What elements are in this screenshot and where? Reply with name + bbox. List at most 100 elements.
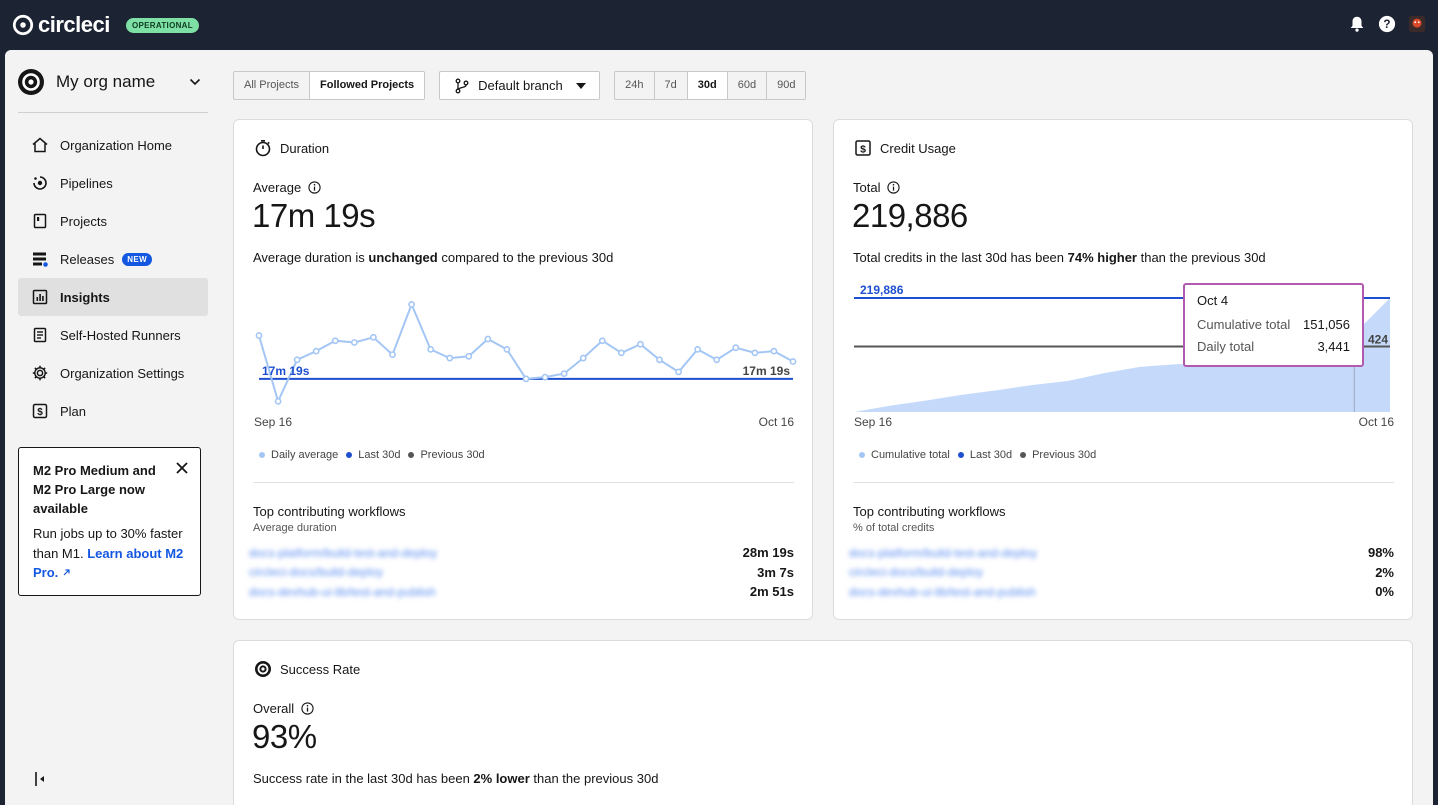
range-30d[interactable]: 30d (687, 72, 728, 99)
duration-card: Duration Average 17m 19s Average duratio… (233, 119, 813, 620)
sidebar-item-pipelines[interactable]: Pipelines (18, 164, 208, 202)
svg-text:$: $ (37, 407, 43, 418)
x-axis-end-label: Oct 16 (1359, 415, 1395, 429)
legend-item[interactable]: Previous 30d (1020, 449, 1096, 461)
promo-body: Run jobs up to 30% faster than M1. Learn… (33, 526, 184, 581)
range-filter: 24h 7d 30d 60d 90d (614, 71, 807, 100)
workflow-link[interactable]: circleci-docs/build-deploy (849, 565, 984, 580)
card-title: Duration (280, 140, 330, 156)
metric-label: Total (853, 180, 901, 195)
sidebar-item-label: Pipelines (60, 175, 113, 191)
workflow-link[interactable]: circleci-docs/build-deploy (249, 565, 384, 580)
last-30d-label: 17m 19s (262, 364, 310, 378)
filter-followed-projects[interactable]: Followed Projects (310, 72, 425, 99)
legend-item[interactable]: Last 30d (346, 449, 400, 461)
sidebar: My org name Organization Home Pipelines … (5, 50, 217, 805)
last-30d-label: 219,886 (860, 283, 904, 297)
daily-average-point (503, 346, 511, 353)
home-icon (32, 137, 48, 153)
collapse-sidebar-icon[interactable] (33, 770, 49, 788)
workflow-row: docs-devhub-ui-lib/test-and-publish 0% (849, 582, 1394, 602)
help-icon[interactable]: ? (1378, 15, 1396, 33)
chart-legend: Daily average Last 30d Previous 30d (259, 449, 485, 461)
daily-average-point (427, 346, 435, 353)
bell-icon[interactable] (1348, 15, 1366, 33)
daily-average-point (789, 358, 797, 365)
workflow-link[interactable]: docs-devhub-ui-lib/test-and-publish (249, 584, 436, 599)
workflow-value: 3m 7s (757, 564, 794, 580)
main-content: All Projects Followed Projects Default b… (217, 50, 1433, 805)
external-link-icon (63, 569, 70, 576)
range-90d[interactable]: 90d (777, 79, 796, 91)
sidebar-item-label: Insights (60, 289, 110, 305)
cumulative-total-area (854, 298, 1390, 412)
releases-icon (33, 252, 48, 267)
info-icon[interactable] (887, 181, 901, 194)
workflow-value: 28m 19s (742, 545, 794, 561)
daily-average-point (331, 337, 339, 345)
circleci-logo-icon (12, 14, 34, 36)
legend-item[interactable]: Daily average (259, 449, 338, 461)
circleci-logo[interactable]: circleci (12, 12, 110, 38)
range-60d[interactable]: 60d (728, 72, 768, 99)
daily-average-point (770, 347, 778, 355)
user-avatar[interactable] (1408, 15, 1426, 33)
sidebar-item-projects[interactable]: Projects (18, 202, 208, 240)
sidebar-item-insights[interactable]: Insights (18, 278, 208, 316)
card-divider (853, 482, 1394, 483)
daily-average-point (465, 352, 473, 360)
sidebar-item-organization-home[interactable]: Organization Home (18, 126, 208, 164)
branch-selector[interactable]: Default branch (439, 71, 601, 100)
daily-average-point (446, 354, 454, 362)
git-branch-icon (455, 78, 469, 93)
metric-value: 17m 19s (252, 197, 376, 234)
daily-average-point (255, 332, 263, 339)
workflow-value: 98% (1367, 545, 1394, 561)
close-icon[interactable] (174, 460, 190, 476)
org-switcher[interactable]: My org name (18, 67, 208, 97)
range-24h[interactable]: 24h (615, 72, 655, 99)
svg-text:?: ? (1383, 18, 1390, 31)
daily-average-point (637, 340, 644, 348)
daily-average-point (408, 300, 415, 308)
sidebar-item-releases[interactable]: Releases NEW (18, 240, 208, 278)
info-icon[interactable] (308, 181, 321, 194)
success-rate-icon (255, 661, 271, 677)
daily-average-point (522, 375, 530, 383)
workflow-link[interactable]: docs-platform/build-test-and-deploy (849, 545, 1038, 560)
workflow-row: circleci-docs/build-deploy 3m 7s (249, 563, 794, 583)
workflow-link[interactable]: docs-platform/build-test-and-deploy (249, 545, 438, 560)
range-7d[interactable]: 7d (655, 72, 688, 99)
status-badge[interactable]: OPERATIONAL (126, 18, 199, 33)
workflow-link[interactable]: docs-devhub-ui-lib/test-and-publish (849, 584, 1036, 599)
workflows-title: Top contributing workflows (253, 504, 406, 519)
projects-icon (33, 213, 47, 229)
stopwatch-icon (255, 140, 271, 157)
tooltip-row: Cumulative total 151,056 (1197, 317, 1350, 332)
sidebar-item-plan[interactable]: $ Plan (18, 392, 208, 430)
workflow-value: 2m 51s (749, 584, 794, 600)
legend-item[interactable]: Last 30d (957, 449, 1012, 461)
branch-label: Default branch (478, 78, 563, 93)
sidebar-item-self-hosted-runners[interactable]: Self-Hosted Runners (18, 316, 208, 354)
metric-note: Average duration is unchanged compared t… (253, 250, 614, 265)
legend-item[interactable]: Previous 30d (408, 449, 485, 461)
filter-all-projects[interactable]: All Projects (234, 72, 311, 99)
chevron-down-icon[interactable] (188, 75, 202, 89)
sidebar-item-organization-settings[interactable]: Organization Settings (18, 354, 208, 392)
promo-title: M2 Pro Medium and M2 Pro Large now avail… (33, 463, 156, 516)
learn-more-link[interactable]: Learn about M2 Pro. (33, 545, 184, 581)
x-axis-start-label: Sep 16 (254, 415, 292, 429)
sidebar-item-label: Self-Hosted Runners (60, 327, 181, 343)
card-header: $ Credit Usage (854, 139, 956, 157)
daily-average-point (274, 397, 282, 405)
info-icon[interactable] (301, 702, 314, 715)
top-bar: circleci OPERATIONAL ? (0, 0, 1438, 50)
sidebar-item-label: Projects (60, 213, 107, 229)
card-header: Success Rate (254, 660, 360, 678)
workflow-row: docs-platform/build-test-and-deploy 28m 1… (249, 543, 794, 563)
legend-item[interactable]: Cumulative total (859, 449, 950, 461)
sidebar-nav: Organization Home Pipelines Projects Rel… (18, 126, 208, 430)
duration-chart: 17m 19s 17m 19s Sep 16 Oct 16 (254, 300, 797, 429)
metric-value: 219,886 (852, 197, 968, 234)
